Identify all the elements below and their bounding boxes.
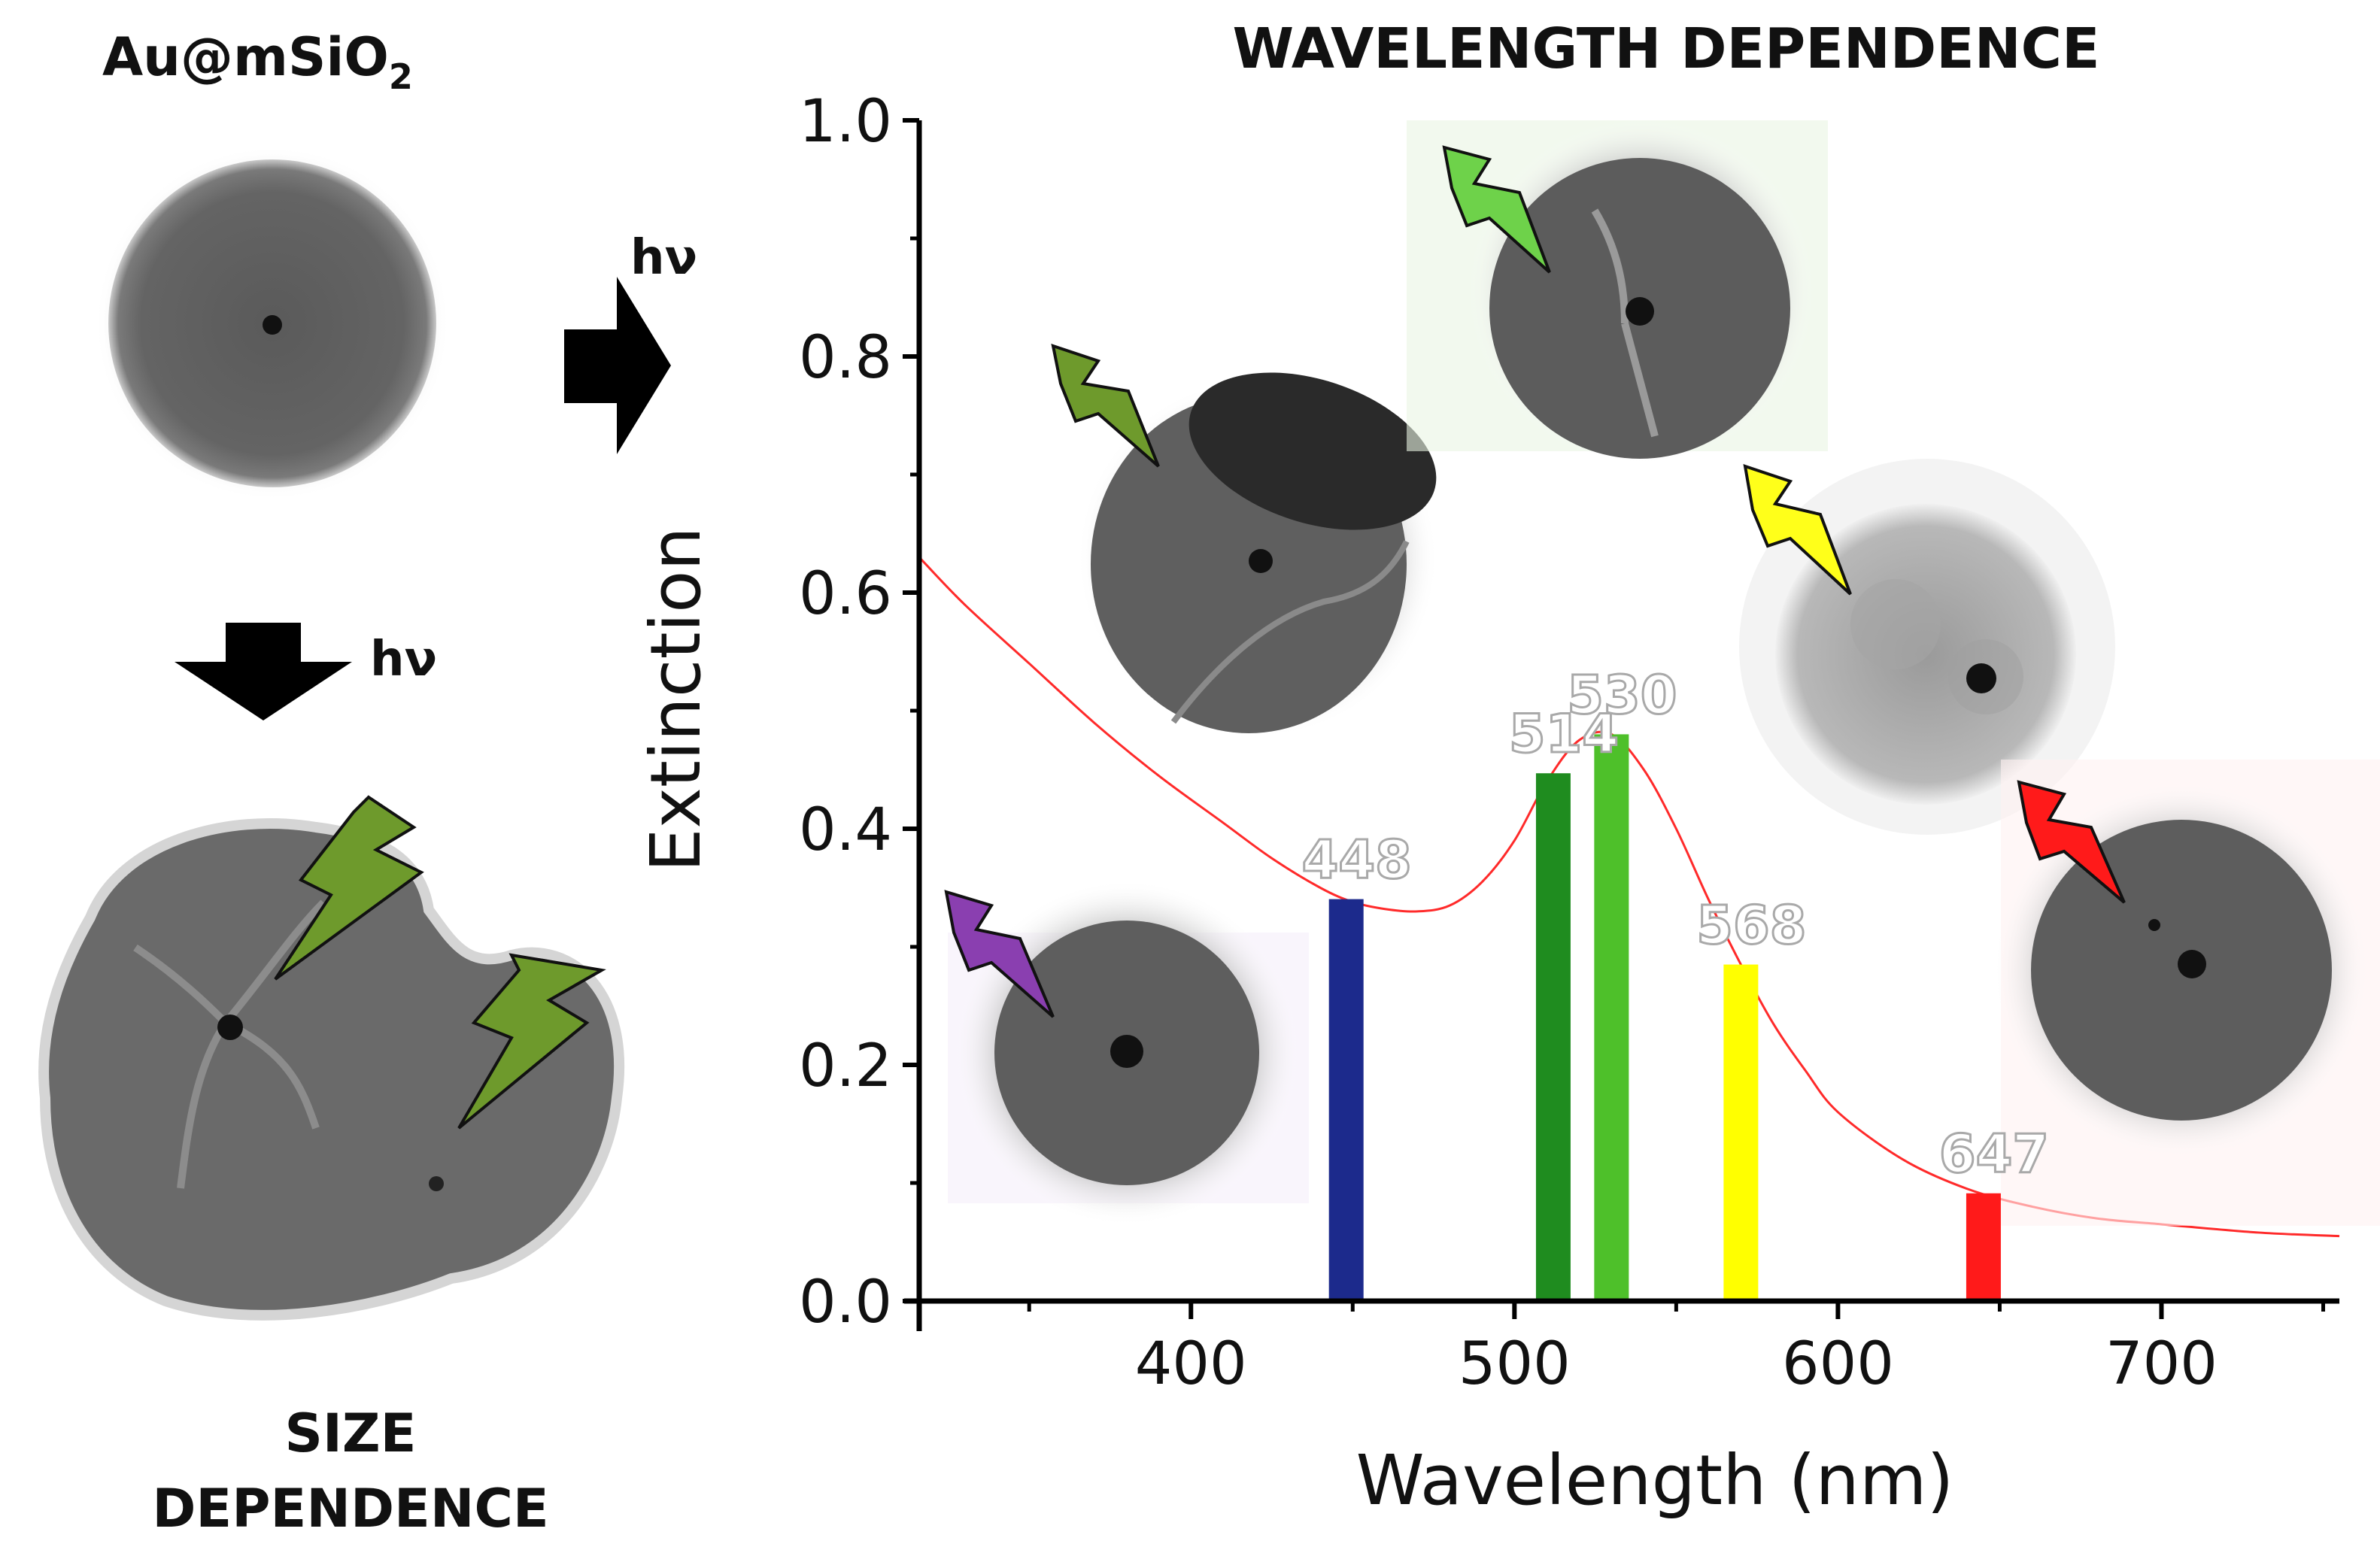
sample-title-subscript: 2: [389, 56, 413, 97]
tem-inset-purple: [948, 880, 1309, 1226]
y-tick-label: 0.2: [799, 1033, 892, 1100]
excitation-bar-label-647: 647: [1939, 1124, 2049, 1185]
excitation-bar-647: [1966, 1193, 2001, 1301]
arrow-down: [175, 623, 352, 720]
bolt-icon-green: [1442, 145, 1551, 274]
y-tick-label: 0.8: [799, 324, 892, 392]
y-tick-label: 0.6: [799, 560, 892, 628]
excitation-bar-label-514: 514: [1509, 703, 1619, 765]
excitation-bar-568: [1723, 964, 1759, 1301]
size-caption-line2: DEPENDENCE: [152, 1478, 548, 1539]
chart-title: WAVELENGTH DEPENDENCE: [1232, 17, 2099, 81]
excitation-bar-label-448: 448: [1302, 830, 1412, 891]
sample-title: Au@mSiO2: [102, 26, 413, 97]
arrow-right-label: hν: [630, 230, 697, 286]
arrow-down-label: hν: [370, 632, 437, 687]
bolt-icon-olive-2: [457, 953, 606, 1130]
y-tick-label: 0.4: [799, 796, 892, 864]
size-caption-line1: SIZE: [284, 1403, 416, 1464]
gold-core: [263, 315, 282, 335]
bolt-icon-olive-1: [274, 795, 424, 981]
y-tick-label: 0.0: [799, 1269, 892, 1336]
tem-inset-olive: [1077, 372, 1438, 739]
bolt-icon-purple: [944, 890, 1055, 1018]
x-tick-label: 700: [2105, 1330, 2218, 1398]
bolt-icon-yellow: [1743, 464, 1852, 596]
gold-core: [1110, 1035, 1143, 1068]
x-tick-label: 600: [1782, 1330, 1894, 1398]
excitation-bar-label-530: 530: [1567, 664, 1677, 726]
tem-particle-intact: [95, 146, 450, 501]
y-tick-label: 1.0: [799, 88, 892, 156]
arrow-right: [564, 277, 671, 454]
excitation-bar-label-568: 568: [1696, 895, 1806, 957]
gold-core: [2178, 950, 2206, 978]
gold-core-2: [429, 1176, 444, 1191]
excitation-bar-448: [1328, 899, 1364, 1301]
x-tick-label: 500: [1459, 1330, 1571, 1398]
chart-axes: 0.0 0.2 0.4 0.6 0.8 1.0 400 500 600 700: [799, 88, 2339, 1398]
excitation-bar-530: [1594, 734, 1629, 1301]
gold-core-1: [217, 1015, 243, 1040]
bolt-icon-olive-chart: [1051, 344, 1160, 468]
gold-core: [1249, 549, 1273, 573]
excitation-bars: [1328, 734, 2001, 1301]
gold-core: [1966, 663, 1996, 693]
gold-core: [1626, 297, 1654, 326]
bolt-icon-red: [2017, 780, 2126, 904]
x-tick-label: 400: [1135, 1330, 1247, 1398]
y-axis-label: Extinction: [636, 526, 716, 872]
tem-inset-yellow: [1739, 459, 2115, 835]
x-axis-label: Wavelength (nm): [1356, 1440, 1954, 1521]
excitation-bar-514: [1535, 773, 1571, 1301]
